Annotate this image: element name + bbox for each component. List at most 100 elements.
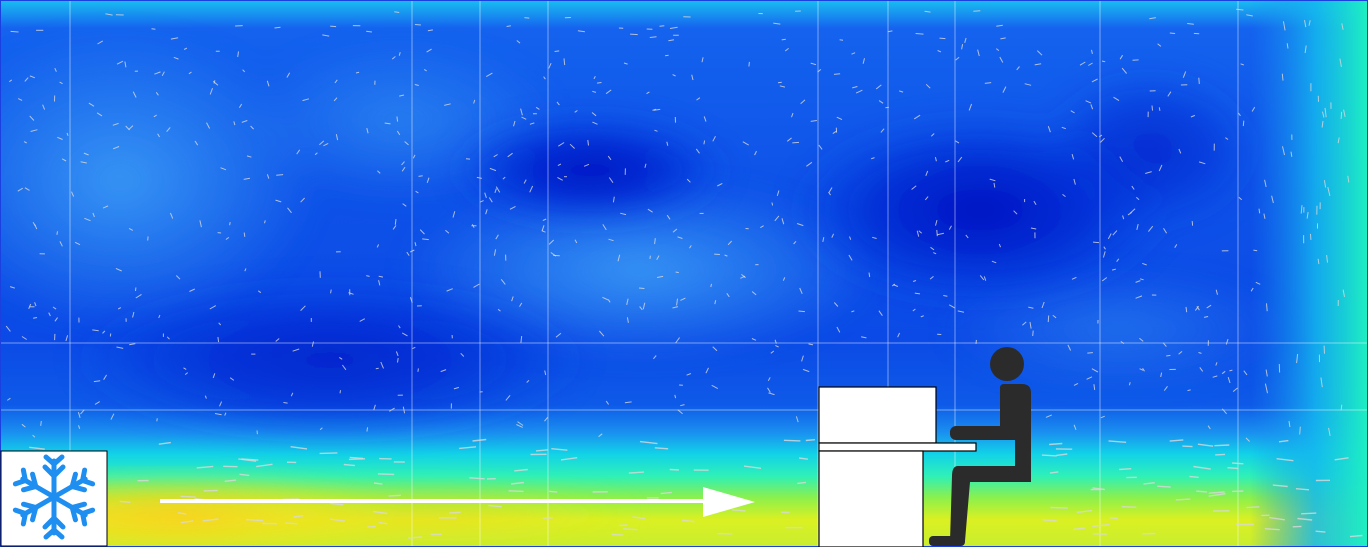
velocity-vector	[608, 177, 614, 183]
velocity-vector	[1121, 506, 1137, 508]
velocity-vector	[1282, 146, 1285, 156]
velocity-vector	[493, 154, 498, 158]
velocity-vector	[524, 17, 530, 19]
velocity-vector	[414, 24, 421, 26]
velocity-vector	[1131, 185, 1135, 190]
velocity-vector	[1288, 420, 1291, 428]
velocity-vector	[899, 90, 904, 93]
velocity-vector	[754, 150, 757, 156]
velocity-vector	[94, 401, 100, 405]
velocity-vector	[628, 471, 644, 474]
velocity-vector	[653, 108, 661, 111]
velocity-vector	[535, 449, 549, 452]
velocity-vector	[1041, 301, 1045, 309]
velocity-vector	[596, 82, 602, 84]
velocity-vector	[666, 141, 669, 146]
velocity-vector	[1049, 471, 1059, 474]
velocity-vector	[731, 509, 746, 512]
velocity-vector	[319, 452, 338, 455]
velocity-vector	[1045, 414, 1052, 418]
velocity-vector	[817, 69, 822, 73]
velocity-vector	[1091, 132, 1098, 138]
velocity-vector	[275, 338, 280, 342]
velocity-vector	[808, 343, 814, 346]
velocity-vector	[774, 215, 780, 222]
velocity-vector	[497, 308, 501, 312]
velocity-vector	[166, 127, 171, 133]
velocity-vector	[224, 479, 237, 482]
velocity-vector	[989, 178, 996, 182]
velocity-vector	[665, 54, 669, 57]
velocity-vector	[128, 227, 134, 231]
velocity-vector	[712, 135, 716, 142]
velocity-vector	[453, 386, 460, 390]
velocity-vector	[1185, 306, 1188, 313]
velocity-vector	[654, 447, 669, 450]
velocity-vector	[543, 76, 546, 80]
velocity-vector	[377, 170, 381, 174]
velocity-vector	[924, 196, 929, 201]
velocity-vector	[233, 121, 236, 126]
velocity-vector	[239, 473, 250, 477]
velocity-vector	[319, 140, 325, 146]
velocity-vector	[1197, 443, 1214, 447]
velocity-vector	[488, 504, 502, 508]
velocity-vector	[646, 91, 650, 95]
velocity-vector	[96, 112, 103, 117]
velocity-vector	[1151, 105, 1153, 111]
velocity-vector	[1157, 485, 1171, 488]
velocity-vector	[862, 58, 865, 64]
velocity-vector	[1100, 415, 1105, 419]
velocity-vector	[558, 142, 565, 147]
velocity-vector	[469, 477, 485, 480]
velocity-vector	[170, 37, 179, 40]
velocity-vector	[314, 152, 318, 156]
velocity-vector	[836, 326, 841, 333]
velocity-vector	[644, 163, 647, 168]
velocity-vector	[1092, 487, 1105, 491]
velocity-vector	[860, 336, 867, 339]
velocity-vector	[933, 252, 937, 255]
velocity-vector	[914, 292, 921, 295]
velocity-vector	[128, 125, 134, 130]
velocity-vector	[246, 155, 252, 158]
velocity-vector	[1100, 137, 1105, 143]
velocity-vector	[607, 155, 612, 161]
velocity-vector	[155, 92, 159, 96]
velocity-vector	[472, 438, 487, 442]
velocity-vector	[638, 287, 645, 289]
velocity-vector	[1214, 444, 1230, 447]
velocity-vector	[244, 268, 247, 272]
velocity-vector	[473, 283, 480, 288]
velocity-vector	[511, 481, 524, 485]
velocity-vector	[54, 67, 57, 72]
velocity-vector	[102, 205, 109, 209]
velocity-vector	[672, 306, 679, 309]
velocity-vector	[1052, 314, 1057, 319]
velocity-vector	[1221, 370, 1226, 375]
velocity-vector	[1178, 148, 1182, 154]
velocity-vector	[175, 275, 181, 280]
velocity-vector	[1347, 175, 1350, 183]
velocity-vector	[656, 255, 660, 260]
velocity-vector	[1190, 114, 1196, 118]
velocity-vector	[548, 62, 552, 69]
velocity-vector	[40, 420, 42, 426]
velocity-vector	[912, 280, 917, 282]
velocity-vector	[419, 229, 425, 235]
velocity-vector	[29, 446, 45, 450]
velocity-vector	[1121, 67, 1127, 74]
velocity-vector	[831, 233, 835, 238]
velocity-vector	[209, 305, 217, 310]
velocity-vector	[930, 133, 935, 137]
velocity-vector	[116, 346, 124, 349]
velocity-vector	[760, 225, 764, 229]
velocity-vector	[669, 26, 678, 29]
velocity-vector	[1304, 45, 1307, 54]
velocity-vector	[408, 536, 423, 539]
velocity-vector	[1101, 60, 1106, 63]
velocity-vector	[620, 212, 627, 216]
velocity-vector	[1022, 321, 1027, 326]
velocity-vector	[378, 275, 384, 278]
